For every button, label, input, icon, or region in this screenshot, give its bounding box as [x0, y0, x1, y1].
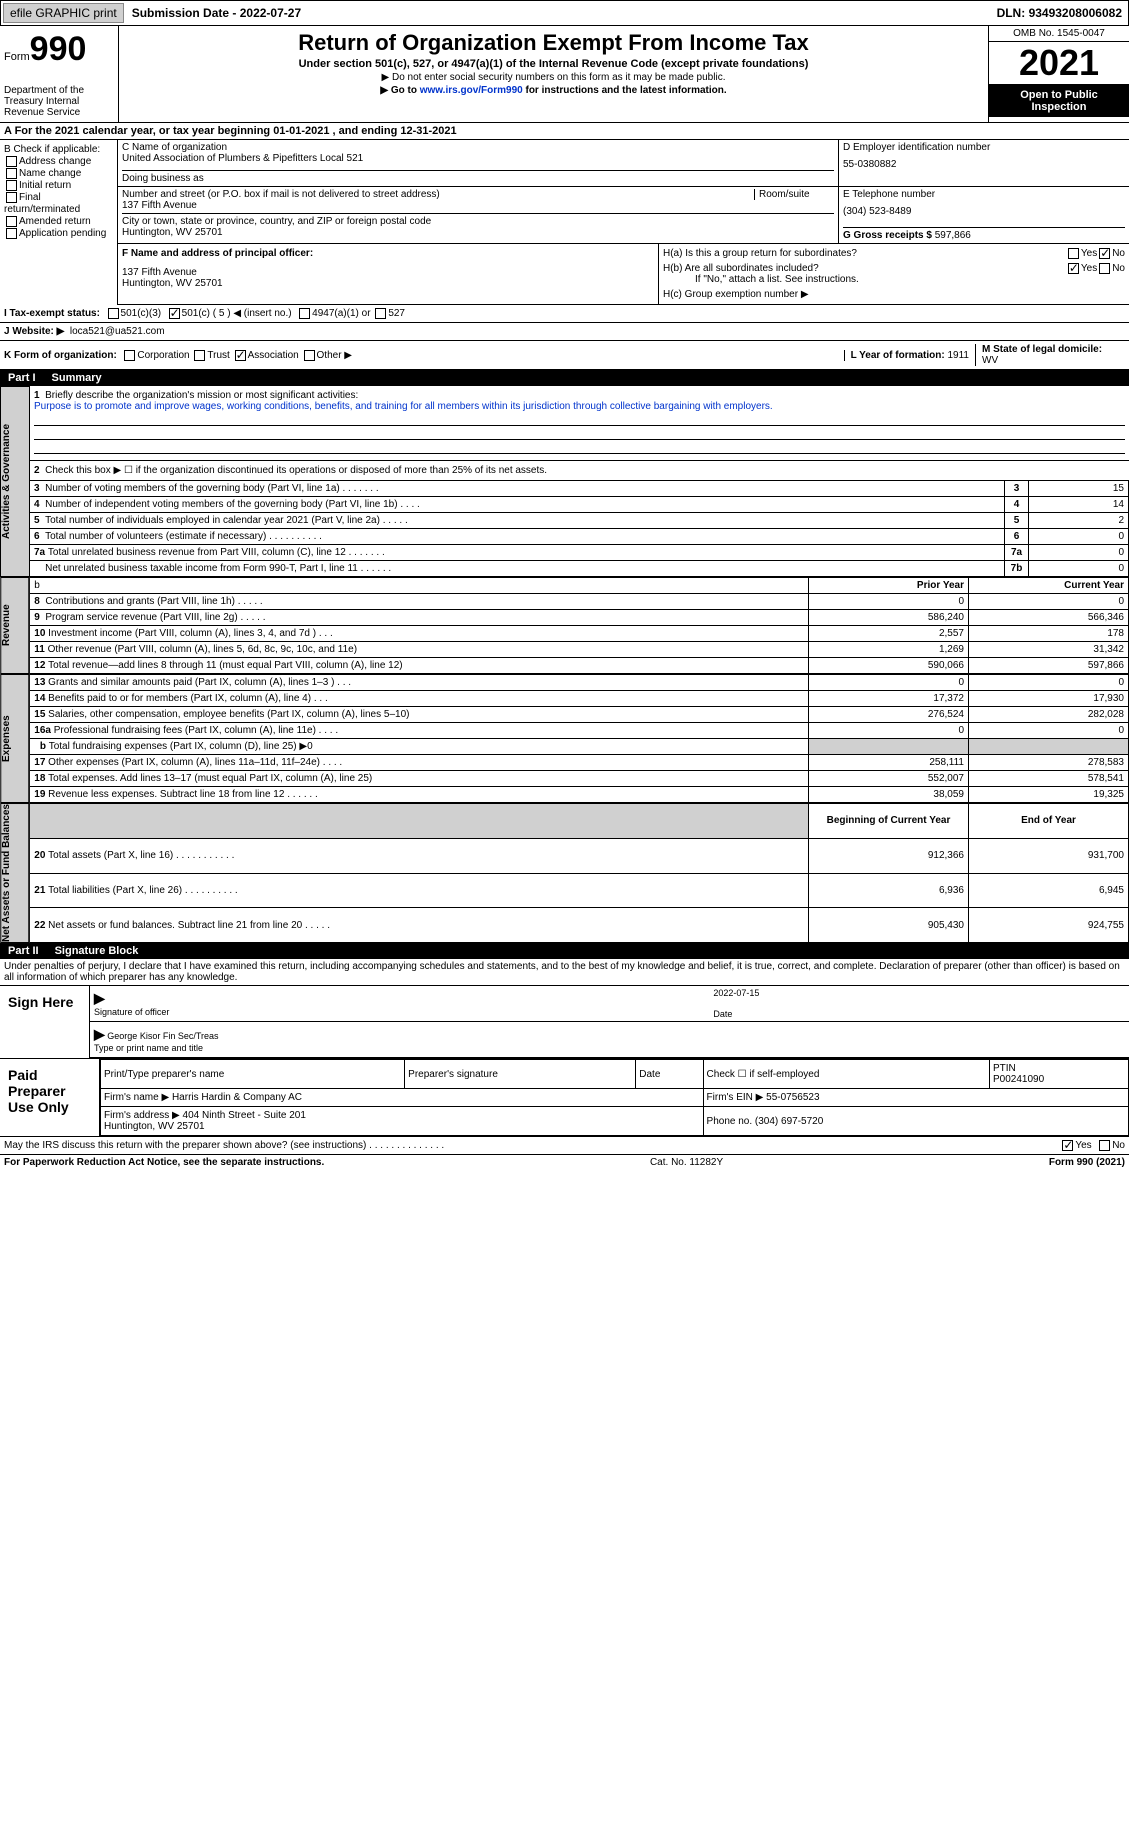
form-sub2: ▶ Do not enter social security numbers o…	[123, 72, 984, 83]
side-activities: Activities & Governance	[0, 386, 30, 577]
addr-lbl: Number and street (or P.O. box if mail i…	[122, 189, 754, 200]
paid-preparer: Paid Preparer Use Only Print/Type prepar…	[0, 1059, 1129, 1137]
form-label: Form	[4, 51, 30, 63]
form-header: Form990 Department of the Treasury Inter…	[0, 26, 1129, 123]
ein-block: D Employer identification number 55-0380…	[839, 140, 1129, 186]
tel-block: E Telephone number (304) 523-8489 G Gros…	[839, 187, 1129, 243]
website-row: J Website: ▶ loca521@ua521.com	[0, 323, 1129, 341]
dln: DLN: 93493208006082	[991, 4, 1128, 22]
side-expenses: Expenses	[0, 674, 29, 803]
activities-block: Activities & Governance 1 Briefly descri…	[0, 386, 1129, 577]
group-return: H(a) Is this a group return for subordin…	[659, 244, 1129, 304]
sum-table-rev: bPrior YearCurrent Year 8 Contributions …	[29, 577, 1129, 674]
efile-btn[interactable]: efile GRAPHIC print	[3, 3, 124, 23]
principal-officer: F Name and address of principal officer:…	[118, 244, 659, 304]
section-a: A For the 2021 calendar year, or tax yea…	[0, 123, 1129, 140]
chk-amend[interactable]: Amended return	[4, 216, 113, 227]
city-val: Huntington, WV 25701	[122, 227, 834, 238]
chk-addr[interactable]: Address change	[4, 156, 113, 167]
form-title: Return of Organization Exempt From Incom…	[123, 30, 984, 56]
sum-table-exp: 13 Grants and similar amounts paid (Part…	[29, 674, 1129, 803]
part1-hdr: Part ISummary	[0, 370, 1129, 386]
org-name-lbl: C Name of organization	[122, 142, 834, 153]
room-lbl: Room/suite	[754, 189, 834, 200]
col-b-hdr: B Check if applicable:	[4, 144, 113, 155]
form-number: 990	[30, 30, 87, 68]
street-addr: 137 Fifth Avenue	[122, 200, 834, 211]
irs-link[interactable]: www.irs.gov/Form990	[420, 85, 523, 96]
expenses-block: Expenses 13 Grants and similar amounts p…	[0, 674, 1129, 803]
org-name: United Association of Plumbers & Pipefit…	[122, 153, 834, 164]
chk-app[interactable]: Application pending	[4, 228, 113, 239]
chk-final[interactable]: Final return/terminated	[4, 192, 113, 214]
dept-label: Department of the Treasury Internal Reve…	[4, 85, 114, 118]
part2-hdr: Part IISignature Block	[0, 943, 1129, 959]
side-net: Net Assets or Fund Balances	[0, 803, 29, 943]
sum-table-gov: 3 Number of voting members of the govern…	[30, 480, 1129, 577]
open-inspection: Open to Public Inspection	[989, 85, 1129, 117]
q1: 1 Briefly describe the organization's mi…	[30, 386, 1129, 461]
main-block: B Check if applicable: Address change Na…	[0, 140, 1129, 305]
chk-initial[interactable]: Initial return	[4, 180, 113, 191]
form-sub3: ▶ Go to www.irs.gov/Form990 for instruct…	[123, 85, 984, 96]
side-revenue: Revenue	[0, 577, 29, 674]
q2: 2 Check this box ▶ ☐ if the organization…	[30, 461, 1129, 480]
tax-exempt-row: I Tax-exempt status: 501(c)(3) 501(c) ( …	[0, 305, 1129, 323]
city-lbl: City or town, state or province, country…	[122, 213, 834, 227]
form-org-row: K Form of organization: Corporation Trus…	[0, 341, 1129, 370]
omb-number: OMB No. 1545-0047	[989, 26, 1129, 42]
tax-year: 2021	[989, 42, 1129, 85]
submission-date: Submission Date - 2022-07-27	[126, 4, 307, 22]
discuss-row: May the IRS discuss this return with the…	[0, 1137, 1129, 1155]
revenue-block: Revenue bPrior YearCurrent Year 8 Contri…	[0, 577, 1129, 674]
net-block: Net Assets or Fund Balances Beginning of…	[0, 803, 1129, 943]
form-sub1: Under section 501(c), 527, or 4947(a)(1)…	[123, 58, 984, 70]
dba-lbl: Doing business as	[122, 170, 834, 184]
top-bar: efile GRAPHIC print Submission Date - 20…	[0, 0, 1129, 26]
col-b: B Check if applicable: Address change Na…	[0, 140, 118, 305]
declaration: Under penalties of perjury, I declare th…	[0, 959, 1129, 986]
sum-table-net: Beginning of Current YearEnd of Year 20 …	[29, 803, 1129, 943]
footer: For Paperwork Reduction Act Notice, see …	[0, 1155, 1129, 1170]
chk-name[interactable]: Name change	[4, 168, 113, 179]
sign-block: Sign Here ▶ Signature of officer2022-07-…	[0, 986, 1129, 1059]
